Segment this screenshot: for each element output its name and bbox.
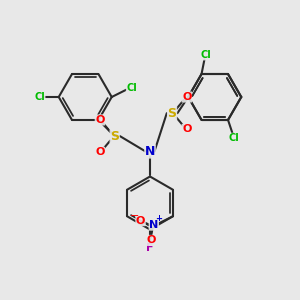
Text: Cl: Cl	[34, 92, 45, 102]
Text: S: S	[168, 107, 177, 120]
Text: N: N	[145, 145, 155, 158]
Text: O: O	[136, 216, 145, 226]
Text: +: +	[155, 214, 162, 223]
Text: Cl: Cl	[126, 83, 137, 93]
Text: Cl: Cl	[229, 133, 239, 143]
Text: N: N	[149, 220, 158, 230]
Text: −: −	[129, 211, 139, 221]
Text: O: O	[95, 147, 105, 157]
Text: F: F	[146, 243, 154, 253]
Text: O: O	[182, 124, 191, 134]
Text: O: O	[146, 236, 156, 245]
Text: O: O	[95, 115, 105, 125]
Text: O: O	[182, 92, 191, 102]
Text: S: S	[110, 130, 119, 142]
Text: Cl: Cl	[201, 50, 211, 60]
